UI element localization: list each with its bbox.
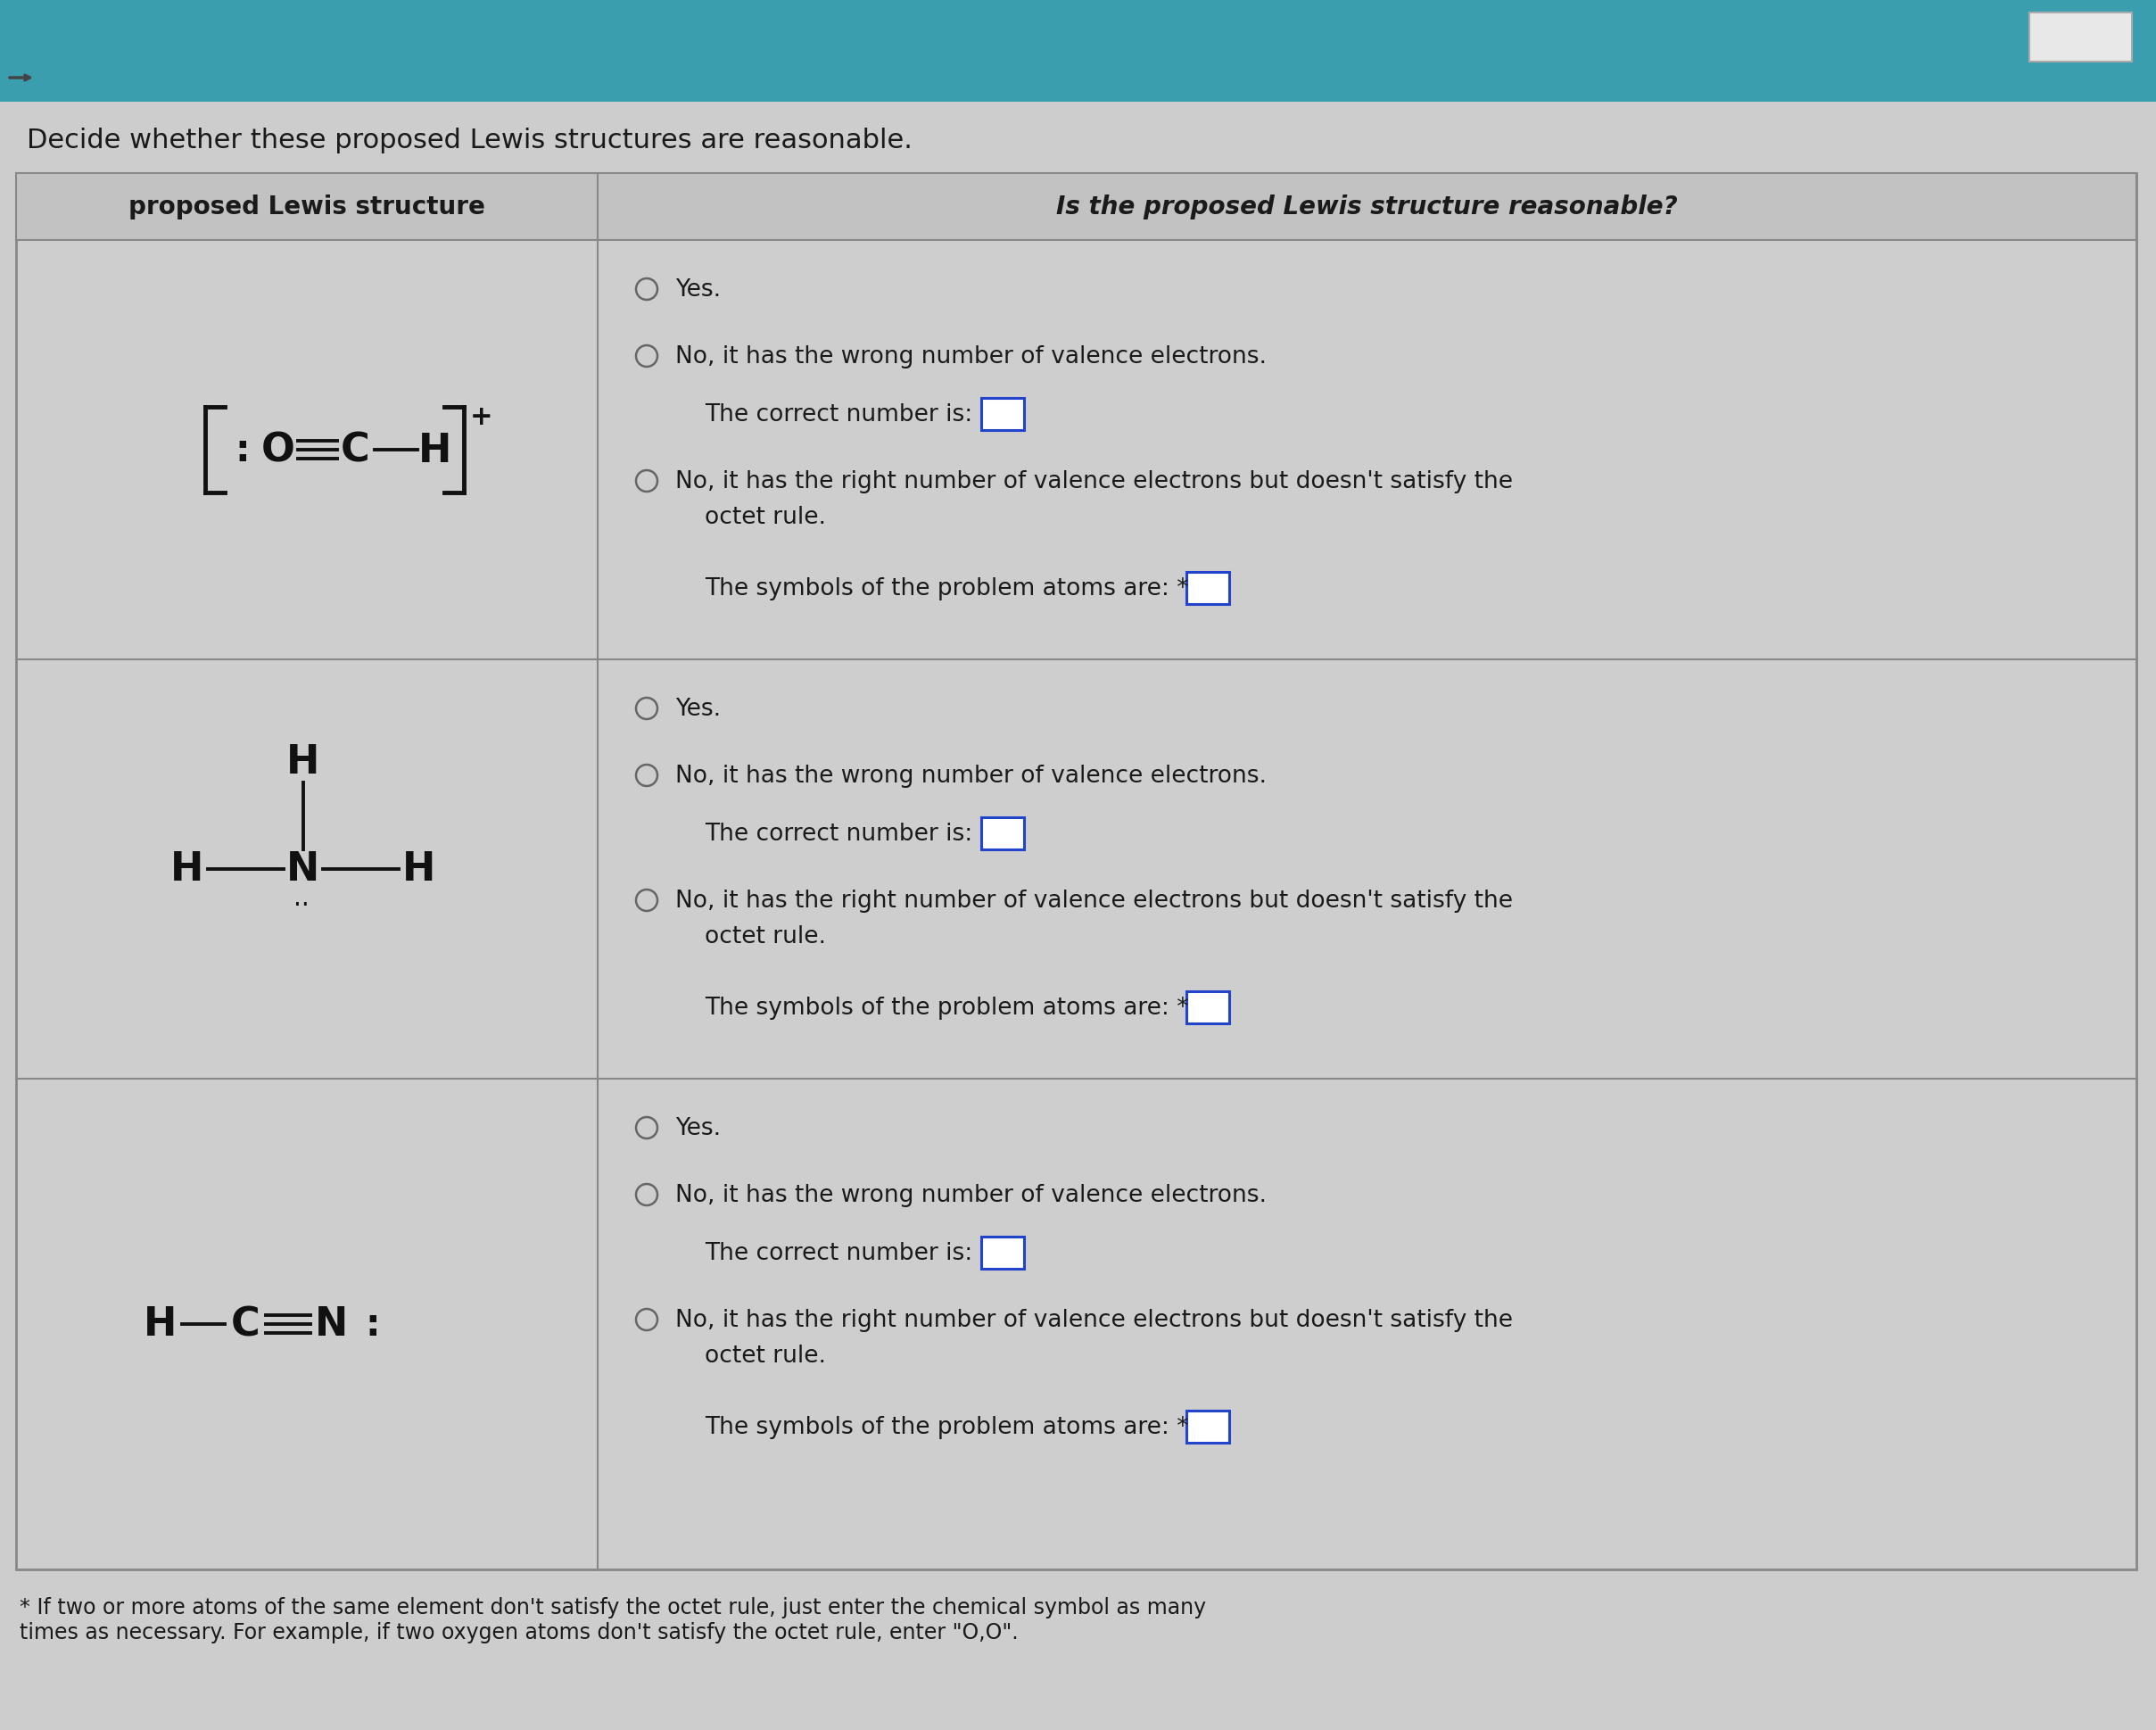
Text: proposed Lewis structure: proposed Lewis structure (129, 195, 485, 220)
Text: H: H (403, 849, 436, 889)
FancyBboxPatch shape (981, 1237, 1024, 1270)
FancyBboxPatch shape (15, 175, 2137, 1569)
FancyBboxPatch shape (981, 818, 1024, 849)
Text: No, it has the wrong number of valence electrons.: No, it has the wrong number of valence e… (675, 765, 1268, 787)
Text: No, it has the right number of valence electrons but doesn't satisfy the: No, it has the right number of valence e… (675, 889, 1514, 912)
Text: Yes.: Yes. (675, 1116, 720, 1140)
Text: The symbols of the problem atoms are: *: The symbols of the problem atoms are: * (705, 996, 1188, 1019)
FancyBboxPatch shape (1186, 573, 1229, 604)
FancyBboxPatch shape (0, 0, 2156, 102)
Text: H: H (144, 1304, 177, 1344)
Text: No, it has the right number of valence electrons but doesn't satisfy the: No, it has the right number of valence e… (675, 471, 1514, 493)
Text: The correct number is:: The correct number is: (705, 1242, 972, 1265)
Text: The symbols of the problem atoms are: *: The symbols of the problem atoms are: * (705, 578, 1188, 600)
FancyBboxPatch shape (2029, 14, 2132, 62)
Text: No, it has the wrong number of valence electrons.: No, it has the wrong number of valence e… (675, 344, 1268, 368)
Text: H: H (418, 431, 453, 469)
FancyBboxPatch shape (981, 398, 1024, 431)
FancyBboxPatch shape (15, 175, 2137, 240)
Text: No, it has the right number of valence electrons but doesn't satisfy the: No, it has the right number of valence e… (675, 1308, 1514, 1332)
Text: The correct number is:: The correct number is: (705, 822, 972, 846)
Text: No, it has the wrong number of valence electrons.: No, it has the wrong number of valence e… (675, 1183, 1268, 1206)
Text: O: O (261, 431, 295, 469)
Text: The symbols of the problem atoms are: *: The symbols of the problem atoms are: * (705, 1415, 1188, 1438)
FancyBboxPatch shape (1186, 1410, 1229, 1443)
Text: * If two or more atoms of the same element don't satisfy the octet rule, just en: * If two or more atoms of the same eleme… (19, 1597, 1205, 1642)
Text: H: H (287, 744, 319, 782)
Text: :: : (367, 1306, 379, 1342)
FancyBboxPatch shape (1186, 991, 1229, 1024)
Text: C: C (341, 431, 369, 469)
Text: Yes.: Yes. (675, 279, 720, 301)
Text: ··: ·· (293, 893, 310, 917)
Text: octet rule.: octet rule. (705, 505, 826, 529)
Text: octet rule.: octet rule. (705, 926, 826, 948)
Text: The correct number is:: The correct number is: (705, 403, 972, 426)
Text: Decide whether these proposed Lewis structures are reasonable.: Decide whether these proposed Lewis stru… (26, 128, 912, 154)
Text: octet rule.: octet rule. (705, 1344, 826, 1367)
Text: Yes.: Yes. (675, 697, 720, 720)
Text: Is the proposed Lewis structure reasonable?: Is the proposed Lewis structure reasonab… (1056, 195, 1677, 220)
Text: :: : (235, 431, 250, 469)
Text: +: + (470, 403, 494, 429)
Text: N: N (315, 1304, 349, 1344)
Text: C: C (231, 1304, 261, 1344)
Text: H: H (170, 849, 205, 889)
Text: N: N (287, 849, 319, 889)
